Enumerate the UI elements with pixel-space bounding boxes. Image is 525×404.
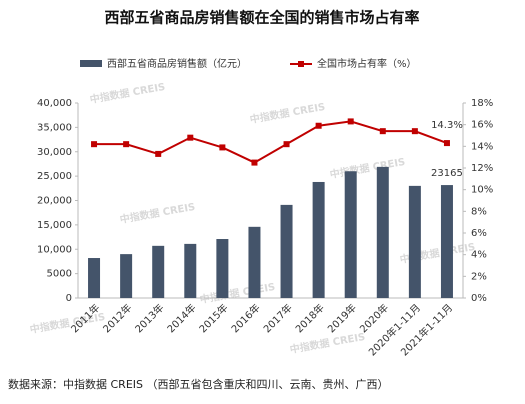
line-marker xyxy=(411,128,418,135)
x-tick-label: 2015年 xyxy=(196,301,230,335)
y-tick-label: 35,000 xyxy=(37,122,72,133)
y2-tick-label: 4% xyxy=(471,250,487,261)
y-tick-label: 5000 xyxy=(47,269,72,280)
y2-tick-label: 12% xyxy=(471,163,493,174)
watermark: 中指数据 CREIS xyxy=(119,200,196,226)
chart-title: 西部五省商品房销售额在全国的销售市场占有率 xyxy=(104,9,419,27)
x-tick-label: 2018年 xyxy=(293,301,327,335)
y-tick-label: 25,000 xyxy=(37,171,72,182)
bar xyxy=(376,166,389,298)
y2-tick-label: 10% xyxy=(471,185,493,196)
line-marker xyxy=(219,144,226,151)
line-marker xyxy=(91,141,98,148)
line-marker xyxy=(315,122,322,129)
x-tick-label: 2017年 xyxy=(261,301,295,335)
watermark: 中指数据 CREIS xyxy=(89,80,166,106)
y2-tick-label: 2% xyxy=(471,271,487,282)
line-marker xyxy=(443,140,450,147)
y-tick-label: 15,000 xyxy=(37,220,72,231)
y2-tick-label: 16% xyxy=(471,120,493,131)
line-marker xyxy=(155,150,162,157)
bar xyxy=(248,226,261,298)
bar xyxy=(408,185,421,298)
legend-swatch xyxy=(80,60,102,67)
x-tick-label: 2019年 xyxy=(325,301,359,335)
bar xyxy=(280,204,293,298)
y2-tick-label: 8% xyxy=(471,206,487,217)
bar xyxy=(440,185,453,298)
line xyxy=(94,120,448,164)
y-tick-label: 40,000 xyxy=(37,98,72,109)
y2-tick-label: 6% xyxy=(471,228,487,239)
y2-tick-label: 14% xyxy=(471,141,493,152)
line-marker xyxy=(123,141,130,148)
legend-label: 西部五省商品房销售额（亿元） xyxy=(107,57,247,70)
line-marker xyxy=(347,118,354,125)
x-tick-label: 2014年 xyxy=(164,301,198,335)
bar xyxy=(184,243,197,298)
line-marker xyxy=(283,141,290,148)
source-note: 数据来源：中指数据 CREIS （西部五省包含重庆和四川、云南、贵州、广西） xyxy=(8,377,389,391)
bar xyxy=(152,245,165,298)
bar xyxy=(312,181,325,298)
bar xyxy=(120,254,133,298)
bar-value-label: 23165 xyxy=(431,168,463,179)
bar xyxy=(344,171,357,298)
line-value-label: 14.3% xyxy=(431,120,463,131)
x-tick-label: 2016年 xyxy=(228,301,262,335)
y2-tick-label: 0% xyxy=(471,293,487,304)
y-tick-label: 20,000 xyxy=(37,196,72,207)
y-tick-label: 30,000 xyxy=(37,147,72,158)
x-tick-label: 2020年 xyxy=(357,301,391,335)
y-tick-label: 10,000 xyxy=(37,244,72,255)
y2-tick-label: 18% xyxy=(471,98,493,109)
line-marker xyxy=(379,128,386,135)
watermark: 中指数据 CREIS xyxy=(249,100,326,126)
bar xyxy=(88,258,101,298)
watermark: 中指数据 CREIS xyxy=(199,280,276,306)
bar xyxy=(216,239,229,298)
y-tick-label: 0 xyxy=(66,293,72,304)
line-marker xyxy=(187,134,194,141)
x-tick-label: 2021年1-11月 xyxy=(398,301,455,358)
line-marker xyxy=(251,159,258,166)
x-tick-label: 2013年 xyxy=(132,301,166,335)
watermark: 中指数据 CREIS xyxy=(329,155,406,181)
legend-label: 全国市场占有率（%） xyxy=(317,57,417,70)
legend-swatch xyxy=(298,61,304,67)
